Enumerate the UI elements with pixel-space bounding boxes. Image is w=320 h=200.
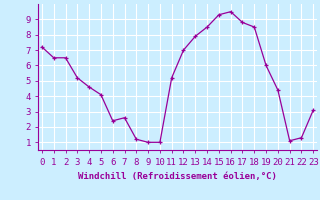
- X-axis label: Windchill (Refroidissement éolien,°C): Windchill (Refroidissement éolien,°C): [78, 172, 277, 181]
